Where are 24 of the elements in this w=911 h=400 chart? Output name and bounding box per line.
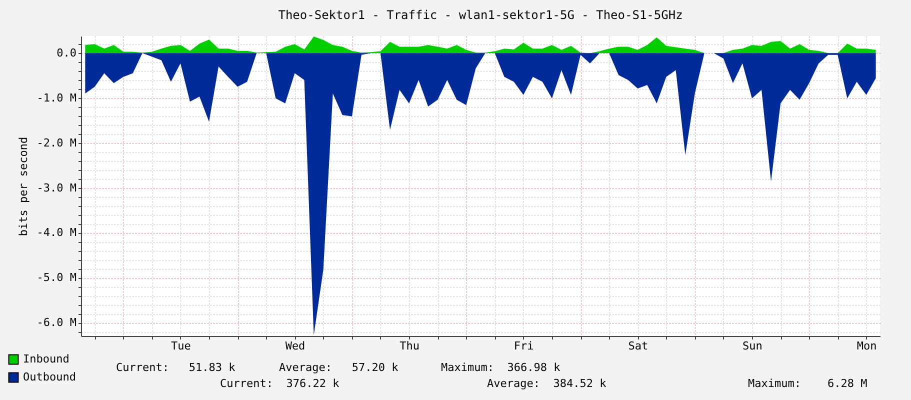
legend-label: Inbound (23, 352, 70, 366)
legend-label: Outbound (23, 370, 76, 384)
x-tick-label: Tue (171, 340, 191, 352)
text: Maximum: 366.98 k (441, 361, 560, 374)
y-tick-label: -5.0 M (36, 271, 77, 284)
x-tick-label: Fri (514, 340, 534, 352)
x-tick-label: Sun (742, 340, 762, 352)
y-tick-label: -4.0 M (36, 226, 77, 240)
y-tick-label: -2.0 M (36, 136, 77, 150)
text: Current: 376.22 k (220, 377, 340, 390)
text: Average: 384.52 k (487, 377, 606, 390)
y-tick-label: 0.0 (56, 46, 76, 60)
x-tick-label: Mon (856, 340, 877, 352)
x-tick-label: Thu (400, 340, 420, 352)
x-tick-label: Sat (628, 340, 648, 352)
text: Current: 51.83 k (116, 361, 236, 374)
text: Average: 57.20 k (279, 361, 398, 374)
y-axis-title: bits per second (16, 136, 30, 236)
text: Maximum: 6.28 M (748, 377, 868, 390)
y-tick-label: -1.0 M (36, 91, 77, 104)
chart-title: Theo-Sektor1 - Traffic - wlan1-sektor1-5G - Theo-S1-5GHz (278, 8, 683, 22)
y-tick-label: -3.0 M (36, 181, 77, 194)
y-tick-label: -6.0 M (36, 316, 77, 330)
x-tick-label: Wed (285, 340, 306, 352)
